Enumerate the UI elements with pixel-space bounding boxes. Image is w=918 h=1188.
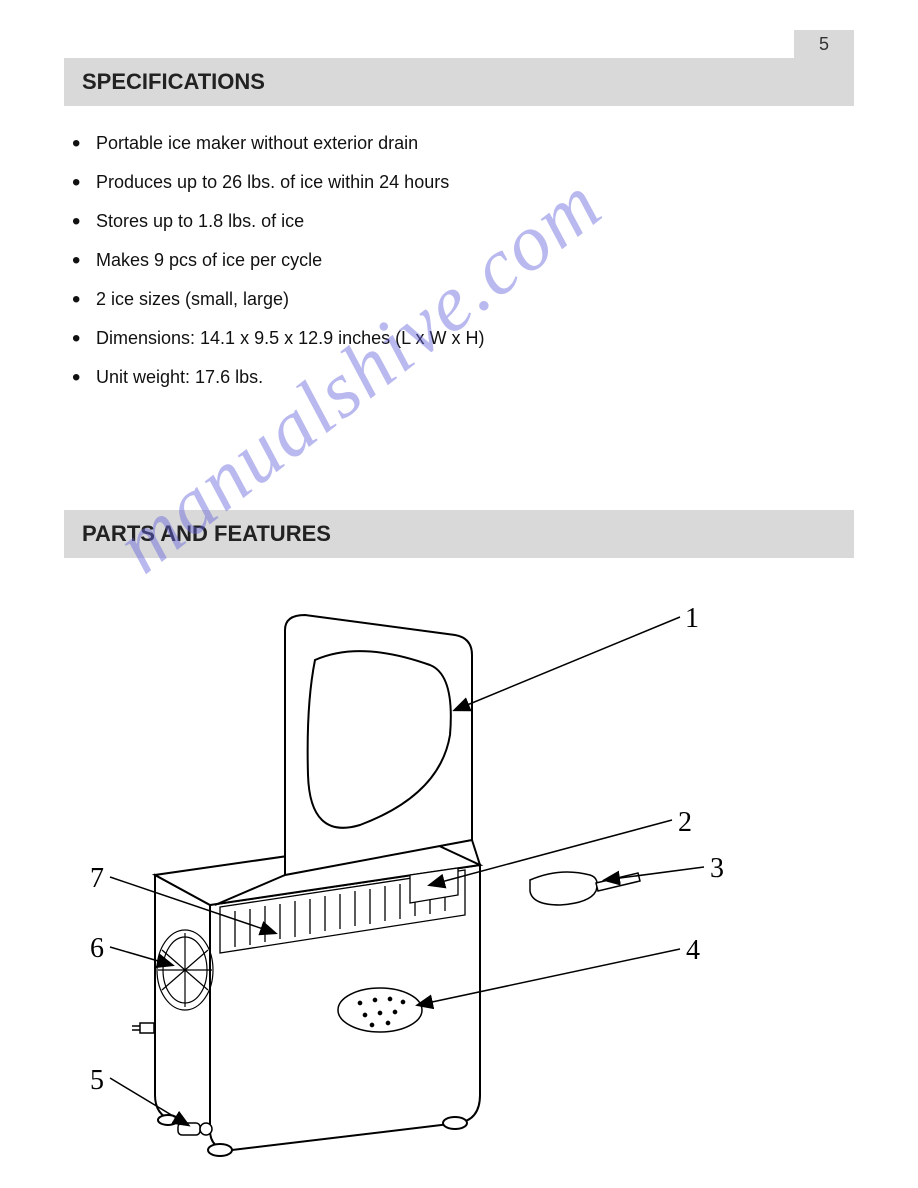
spec-item: Dimensions: 14.1 x 9.5 x 12.9 inches (L … <box>68 325 848 352</box>
spec-item: Makes 9 pcs of ice per cycle <box>68 247 848 274</box>
specifications-list: Portable ice maker without exterior drai… <box>68 130 848 403</box>
device-illustration <box>60 575 820 1175</box>
callout-7: 7 <box>90 863 104 895</box>
callout-5: 5 <box>90 1065 104 1097</box>
page-number: 5 <box>794 30 854 58</box>
spec-item: Portable ice maker without exterior drai… <box>68 130 848 157</box>
callout-2: 2 <box>678 807 692 839</box>
section-header-specifications: SPECIFICATIONS <box>64 58 854 106</box>
section-header-parts: PARTS AND FEATURES <box>64 510 854 558</box>
callout-6: 6 <box>90 933 104 965</box>
parts-diagram: 1 2 3 4 5 6 7 <box>60 575 820 1175</box>
callout-4: 4 <box>686 935 700 967</box>
spec-item: Unit weight: 17.6 lbs. <box>68 364 848 391</box>
callout-3: 3 <box>710 853 724 885</box>
spec-item: Stores up to 1.8 lbs. of ice <box>68 208 848 235</box>
spec-item: Produces up to 26 lbs. of ice within 24 … <box>68 169 848 196</box>
spec-item: 2 ice sizes (small, large) <box>68 286 848 313</box>
callout-1: 1 <box>685 603 699 635</box>
